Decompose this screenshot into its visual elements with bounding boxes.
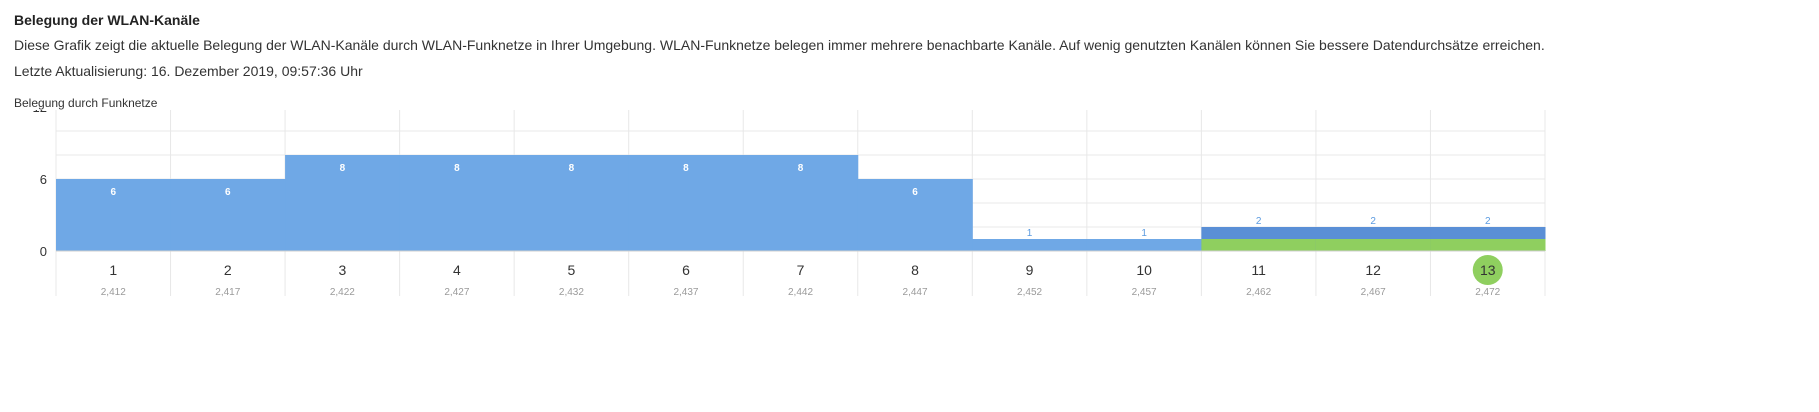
section-description: Diese Grafik zeigt die aktuelle Belegung… [14, 37, 1545, 53]
bar-channel-2 [170, 179, 286, 251]
bar-value-label: 6 [225, 187, 231, 198]
frequency-label: 2,442 [788, 287, 813, 298]
channel-label: 2 [224, 262, 232, 278]
last-update-text: Letzte Aktualisierung: 16. Dezember 2019… [14, 63, 363, 79]
channel-label: 8 [911, 262, 919, 278]
bar-value-label: 2 [1485, 216, 1491, 227]
section-title: Belegung der WLAN-Kanäle [14, 12, 200, 28]
channel-label: 10 [1136, 262, 1152, 278]
bar-value-label: 1 [1027, 228, 1033, 239]
frequency-label: 2,457 [1132, 287, 1157, 298]
bar-channel-8 [857, 179, 973, 251]
bar-channel-4 [399, 155, 515, 251]
bar-channel-10 [1086, 239, 1202, 251]
bar-value-label: 8 [683, 163, 689, 174]
selected-channel-marker [1472, 255, 1503, 285]
bar-channel-1 [56, 179, 172, 251]
channel-label: 4 [453, 262, 461, 278]
bar-value-label: 8 [798, 163, 804, 174]
bar-value-label: 6 [110, 187, 116, 198]
channel-label: 3 [338, 262, 346, 278]
frequency-label: 2,427 [444, 287, 469, 298]
y-tick-label: 12 [33, 110, 47, 115]
own-network-bar-channel-11 [1201, 239, 1317, 251]
bar-value-label: 1 [1141, 228, 1147, 239]
y-tick-label: 6 [40, 172, 47, 187]
y-axis-title: Belegung durch Funknetze [14, 96, 158, 110]
frequency-label: 2,447 [903, 287, 928, 298]
bar-value-label: 6 [912, 187, 918, 198]
channel-label: 1 [109, 262, 117, 278]
bar-value-label: 8 [454, 163, 460, 174]
bar-channel-7 [743, 155, 859, 251]
bar-value-label: 2 [1256, 216, 1262, 227]
channel-label: 6 [682, 262, 690, 278]
bar-value-label: 8 [340, 163, 346, 174]
frequency-label: 2,417 [215, 287, 240, 298]
frequency-label: 2,452 [1017, 287, 1042, 298]
bar-channel-3 [285, 155, 401, 251]
channel-label: 9 [1026, 262, 1034, 278]
section-header: Belegung der WLAN-Kanäle Diese Grafik ze… [14, 10, 1804, 81]
bar-channel-9 [972, 239, 1088, 251]
own-network-bar-channel-12 [1315, 239, 1431, 251]
channel-label: 7 [797, 262, 805, 278]
frequency-label: 2,472 [1475, 287, 1500, 298]
frequency-label: 2,412 [101, 287, 126, 298]
frequency-label: 2,462 [1246, 287, 1271, 298]
y-tick-label: 0 [40, 244, 47, 259]
frequency-label: 2,467 [1361, 287, 1386, 298]
frequency-label: 2,437 [673, 287, 698, 298]
channel-label: 5 [568, 262, 576, 278]
frequency-label: 2,422 [330, 287, 355, 298]
bar-channel-5 [514, 155, 630, 251]
channel-label: 13 [1480, 262, 1496, 278]
channel-occupancy-chart: 0612668888861122212,41222,41732,42242,42… [33, 110, 1546, 298]
channel-label: 12 [1365, 262, 1381, 278]
bar-value-label: 8 [569, 163, 575, 174]
bar-value-label: 2 [1370, 216, 1376, 227]
channel-label: 11 [1251, 262, 1266, 278]
own-network-bar-channel-13 [1430, 239, 1546, 251]
bar-channel-6 [628, 155, 744, 251]
frequency-label: 2,432 [559, 287, 584, 298]
